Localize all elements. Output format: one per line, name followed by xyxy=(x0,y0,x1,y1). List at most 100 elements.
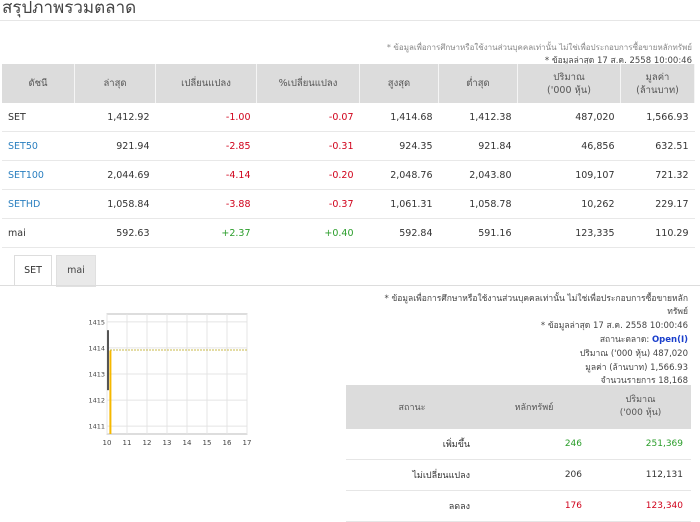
x-tick-label: 13 xyxy=(163,439,172,447)
chart-bar xyxy=(109,350,112,434)
y-tick-label: 1413 xyxy=(88,371,105,379)
table-row: SETHD 1,058.84 -3.88 -0.37 1,061.31 1,058.78 1… xyxy=(2,189,695,219)
status-volume-cell: 251,369 xyxy=(590,429,691,460)
status-label-cell: ไม่เปลี่ยนแปลง xyxy=(346,459,478,491)
x-tick-label: 11 xyxy=(123,439,132,447)
change-cell: -3.88 xyxy=(155,189,257,219)
table-row: mai 592.63 +2.37 +0.40 592.84 591.16 123,335 11… xyxy=(2,218,695,248)
info-value: มูลค่า (ล้านบาท) 1,566.93 xyxy=(585,360,688,374)
header-value: มูลค่า (ล้านบาท) xyxy=(620,64,695,103)
last-price-cell: 592.63 xyxy=(74,218,156,248)
change-cell: -4.14 xyxy=(155,160,257,190)
info-disclaimer-line1: * ข้อมูลเพื่อการศึกษาหรือใช้งานส่วนบุคคล… xyxy=(384,294,688,304)
securities-count-cell: 206 xyxy=(478,459,590,491)
info-trades-label: จำนวนรายการ xyxy=(600,376,656,386)
status-volume-cell: 112,131 xyxy=(590,459,691,491)
last-price-cell: 921.94 xyxy=(74,131,156,161)
tab-set[interactable]: SET xyxy=(14,255,52,286)
last-price-cell: 1,058.84 xyxy=(74,189,156,219)
high-cell: 1,414.68 xyxy=(359,103,439,132)
table-row: เพิ่มขึ้น 246 251,369 xyxy=(346,429,691,460)
index-name-cell[interactable]: SET100 xyxy=(2,160,75,190)
value-cell: 110.29 xyxy=(620,218,695,248)
low-cell: 921.84 xyxy=(438,131,518,161)
market-status: สถานะตลาด: Open(I) xyxy=(600,332,688,346)
header-status: สถานะ xyxy=(346,385,478,429)
pct-change-cell: -0.31 xyxy=(256,131,360,161)
info-trades: จำนวนรายการ 18,168 xyxy=(601,373,688,387)
x-tick-label: 10 xyxy=(103,439,112,447)
market-status-label: สถานะตลาด: xyxy=(599,335,650,345)
value-cell: 1,566.93 xyxy=(620,103,695,132)
x-tick-label: 14 xyxy=(183,439,192,447)
header-stats-volume: ปริมาณ ('000 หุ้น) xyxy=(590,385,691,429)
y-tick-label: 1412 xyxy=(88,397,105,405)
header-low: ต่ำสุด xyxy=(438,64,518,103)
status-volume-cell: 123,340 xyxy=(590,490,691,522)
info-value-label: มูลค่า (ล้านบาท) xyxy=(585,363,648,373)
table-row: ไม่เปลี่ยนแปลง 206 112,131 xyxy=(346,459,691,491)
y-tick-label: 1411 xyxy=(88,423,105,431)
pct-change-cell: +0.40 xyxy=(256,218,360,248)
change-cell: -1.00 xyxy=(155,103,257,132)
header-pct-change: %เปลี่ยนแปลง xyxy=(256,64,360,103)
x-tick-label: 16 xyxy=(223,439,232,447)
page-title: สรุปภาพรวมตลาด xyxy=(2,0,137,18)
market-summary-table: ดัชนี ล่าสุด เปลี่ยนแปลง %เปลี่ยนแปลง สู… xyxy=(2,64,695,248)
value-cell: 721.32 xyxy=(620,160,695,190)
x-tick-label: 17 xyxy=(243,439,252,447)
disclaimer: * ข้อมูลเพื่อการศึกษาหรือใช้งานส่วนบุคคล… xyxy=(386,43,692,52)
table-row: SET 1,412.92 -1.00 -0.07 1,414.68 1,412.38 487… xyxy=(2,103,695,132)
market-table-header: ดัชนี ล่าสุด เปลี่ยนแปลง %เปลี่ยนแปลง สู… xyxy=(2,64,695,103)
last-price-cell: 1,412.92 xyxy=(74,103,156,132)
header-change: เปลี่ยนแปลง xyxy=(155,64,257,103)
header-securities: หลักทรัพย์ xyxy=(478,385,590,429)
securities-count-cell: 176 xyxy=(478,490,590,522)
volume-cell: 123,335 xyxy=(517,218,621,248)
securities-count-cell: 246 xyxy=(478,429,590,460)
volume-cell: 487,020 xyxy=(517,103,621,132)
high-cell: 1,061.31 xyxy=(359,189,439,219)
chart-bar xyxy=(107,330,109,391)
info-value-value: 1,566.93 xyxy=(650,363,688,373)
tab-divider xyxy=(0,285,700,286)
volume-cell: 10,262 xyxy=(517,189,621,219)
y-tick-label: 1414 xyxy=(88,344,105,352)
advance-decline-table: สถานะ หลักทรัพย์ ปริมาณ ('000 หุ้น) เพิ่… xyxy=(346,385,691,522)
info-volume-label: ปริมาณ ('000 หุ้น) xyxy=(579,349,651,359)
info-last-update: * ข้อมูลล่าสุด 17 ส.ค. 2558 10:00:46 xyxy=(540,321,688,331)
low-cell: 1,058.78 xyxy=(438,189,518,219)
info-volume-value: 487,020 xyxy=(652,349,688,359)
table-row: SET100 2,044.69 -4.14 -0.20 2,048.76 2,043.80… xyxy=(2,160,695,190)
y-tick-label: 1415 xyxy=(88,318,105,326)
info-disclaimer-line2: ทรัพย์ xyxy=(667,307,688,317)
market-status-value: Open(I) xyxy=(651,335,688,345)
value-cell: 229.17 xyxy=(620,189,695,219)
header-volume: ปริมาณ ('000 หุ้น) xyxy=(517,64,621,103)
index-name-cell[interactable]: SET50 xyxy=(2,131,75,161)
info-trades-value: 18,168 xyxy=(658,376,688,386)
pct-change-cell: -0.07 xyxy=(256,103,360,132)
title-divider xyxy=(0,20,700,21)
low-cell: 1,412.38 xyxy=(438,103,518,132)
x-tick-label: 12 xyxy=(143,439,152,447)
pct-change-cell: -0.20 xyxy=(256,160,360,190)
index-name-cell: mai xyxy=(2,218,75,248)
status-label-cell: เพิ่มขึ้น xyxy=(346,429,478,460)
index-name-cell: SET xyxy=(2,103,75,132)
value-cell: 632.51 xyxy=(620,131,695,161)
table-row: ลดลง 176 123,340 xyxy=(346,490,691,522)
volume-cell: 46,856 xyxy=(517,131,621,161)
tab-mai[interactable]: mai xyxy=(56,255,96,287)
low-cell: 2,043.80 xyxy=(438,160,518,190)
last-update: * ข้อมูลล่าสุด 17 ส.ค. 2558 10:00:46 xyxy=(544,56,692,66)
high-cell: 592.84 xyxy=(359,218,439,248)
status-label-cell: ลดลง xyxy=(346,490,478,522)
x-tick-label: 15 xyxy=(203,439,212,447)
index-name-cell[interactable]: SETHD xyxy=(2,189,75,219)
header-index: ดัชนี xyxy=(2,64,75,103)
low-cell: 591.16 xyxy=(438,218,518,248)
header-last: ล่าสุด xyxy=(74,64,156,103)
header-high: สูงสุด xyxy=(359,64,439,103)
